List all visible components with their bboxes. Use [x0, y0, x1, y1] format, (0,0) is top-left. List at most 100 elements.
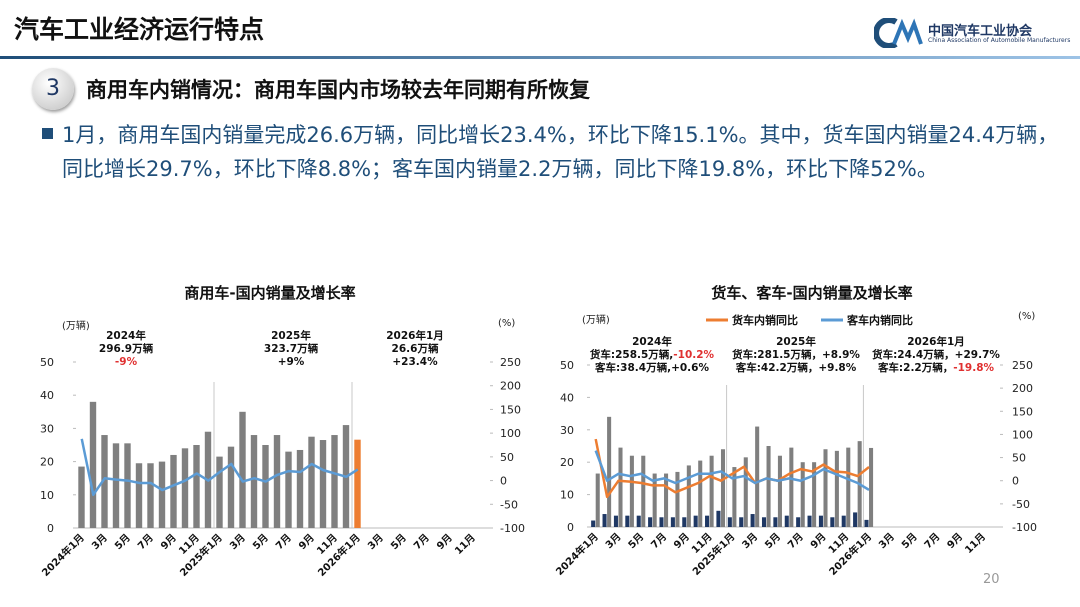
- bar: [652, 473, 657, 527]
- annotation-text: 2024年: [632, 335, 672, 348]
- annotation: 货车:24.4万辆，+29.7%: [871, 348, 1000, 361]
- bar: [812, 462, 817, 527]
- bar: [755, 426, 760, 527]
- y-tick-label: 10: [40, 489, 54, 502]
- header-rule: [0, 56, 1080, 59]
- bar: [181, 448, 189, 528]
- annotation: 2024年: [106, 329, 146, 342]
- logo: [874, 18, 923, 48]
- bar: [732, 467, 737, 527]
- y2-tick-label: 150: [1012, 405, 1033, 418]
- bar: [823, 449, 828, 527]
- y2-tick-label: -100: [500, 522, 525, 535]
- bar: [739, 517, 744, 527]
- y-tick-label: 10: [560, 489, 574, 502]
- bar: [193, 445, 200, 528]
- bar: [607, 416, 612, 527]
- y-tick-label: 30: [560, 424, 574, 437]
- y2-tick-label: -50: [500, 498, 518, 511]
- annotation: 2026年1月: [907, 335, 965, 348]
- bar: [641, 455, 646, 527]
- y2-tick-label: 200: [500, 380, 521, 393]
- annotation-text: 货车:281.5万辆，+8.9%: [731, 348, 860, 361]
- x-tick-label: 9月: [434, 532, 454, 552]
- bar: [227, 446, 235, 528]
- bar: [158, 461, 166, 528]
- bar: [750, 514, 755, 527]
- annotation-text: 2026年1月: [907, 335, 965, 348]
- bar: [78, 466, 85, 528]
- bar: [285, 451, 292, 528]
- y-tick-label: 50: [560, 359, 574, 372]
- bar: [796, 517, 801, 527]
- y-tick-label: 0: [47, 522, 54, 535]
- line-series: [80, 438, 359, 497]
- x-tick-label: 5月: [250, 532, 270, 552]
- x-tick-label: 7月: [411, 532, 431, 552]
- y2-tick-label: 0: [1012, 475, 1019, 488]
- y2-tick-label: -100: [1012, 521, 1037, 534]
- legend-label: 货车内销同比: [731, 313, 798, 327]
- line-series: [594, 450, 870, 491]
- bar: [629, 455, 634, 527]
- bar: [648, 517, 653, 527]
- y2-axis-unit: (%): [498, 318, 515, 329]
- annotation: +9%: [278, 356, 305, 368]
- x-tick-label: 5月: [112, 532, 132, 552]
- y2-tick-label: 250: [1012, 359, 1033, 372]
- bar: [789, 447, 794, 527]
- bar: [124, 443, 131, 528]
- bar: [613, 515, 618, 527]
- x-tick-label: 5月: [388, 532, 408, 552]
- y2-axis-unit: (%): [1018, 311, 1035, 322]
- y2-tick-label: 50: [500, 451, 514, 464]
- org-name: 中国汽车工业协会: [928, 24, 1033, 39]
- x-tick-label: 2024年1月: [553, 530, 601, 578]
- annotation-text: -9%: [115, 356, 138, 368]
- x-tick-label: 3月: [365, 532, 385, 552]
- y-tick-label: 30: [40, 422, 54, 435]
- y2-tick-label: 100: [1012, 428, 1033, 441]
- annotation-text: 2025年: [271, 329, 311, 342]
- annotation: 2026年1月: [386, 329, 444, 342]
- x-tick-label: 3月: [227, 532, 247, 552]
- bullet-marker: [42, 128, 53, 139]
- annotation-text: -19.8%: [953, 362, 994, 374]
- bar: [664, 473, 669, 527]
- bar: [834, 450, 839, 527]
- annotation: 客车:2.2万辆，-19.8%: [877, 361, 995, 374]
- org-name-en: China Association of Automobile Manufact…: [928, 37, 1071, 44]
- bar: [761, 517, 767, 527]
- page-number: 20: [983, 572, 1000, 587]
- section-number: 3: [32, 68, 74, 110]
- x-tick-label: 3月: [740, 531, 760, 551]
- bar: [705, 515, 710, 527]
- bar: [89, 401, 97, 528]
- y2-tick-label: -50: [1012, 498, 1030, 511]
- x-tick-label: 7月: [922, 531, 942, 551]
- slide-title: 汽车工业经济运行特点: [14, 15, 265, 44]
- annotation: 货车:258.5万辆,-10.2%: [589, 348, 715, 361]
- bar: [239, 411, 246, 528]
- annotation: 26.6万辆: [392, 342, 439, 355]
- annotation: -9%: [115, 356, 138, 368]
- bar: [250, 435, 258, 528]
- annotation-text: +9%: [278, 356, 305, 368]
- bar: [846, 447, 851, 527]
- annotation: 客车:42.2万辆，+9.8%: [735, 361, 857, 374]
- bar: [864, 519, 869, 527]
- bar: [636, 515, 641, 527]
- x-tick-label: 7月: [273, 532, 293, 552]
- chart-title: 货车、客车-国内销量及增长率: [711, 284, 912, 302]
- x-tick-label: 7月: [135, 532, 155, 552]
- bar: [830, 517, 835, 527]
- bar: [720, 449, 726, 527]
- annotation-text: 2025年: [776, 335, 816, 348]
- bar: [841, 515, 846, 527]
- bar: [670, 517, 675, 527]
- annotation-text: 货车:24.4万辆，+29.7%: [871, 348, 1000, 361]
- x-tick-label: 5月: [763, 531, 783, 551]
- x-tick-label: 3月: [603, 531, 623, 551]
- bar: [784, 515, 789, 527]
- bar: [308, 436, 315, 528]
